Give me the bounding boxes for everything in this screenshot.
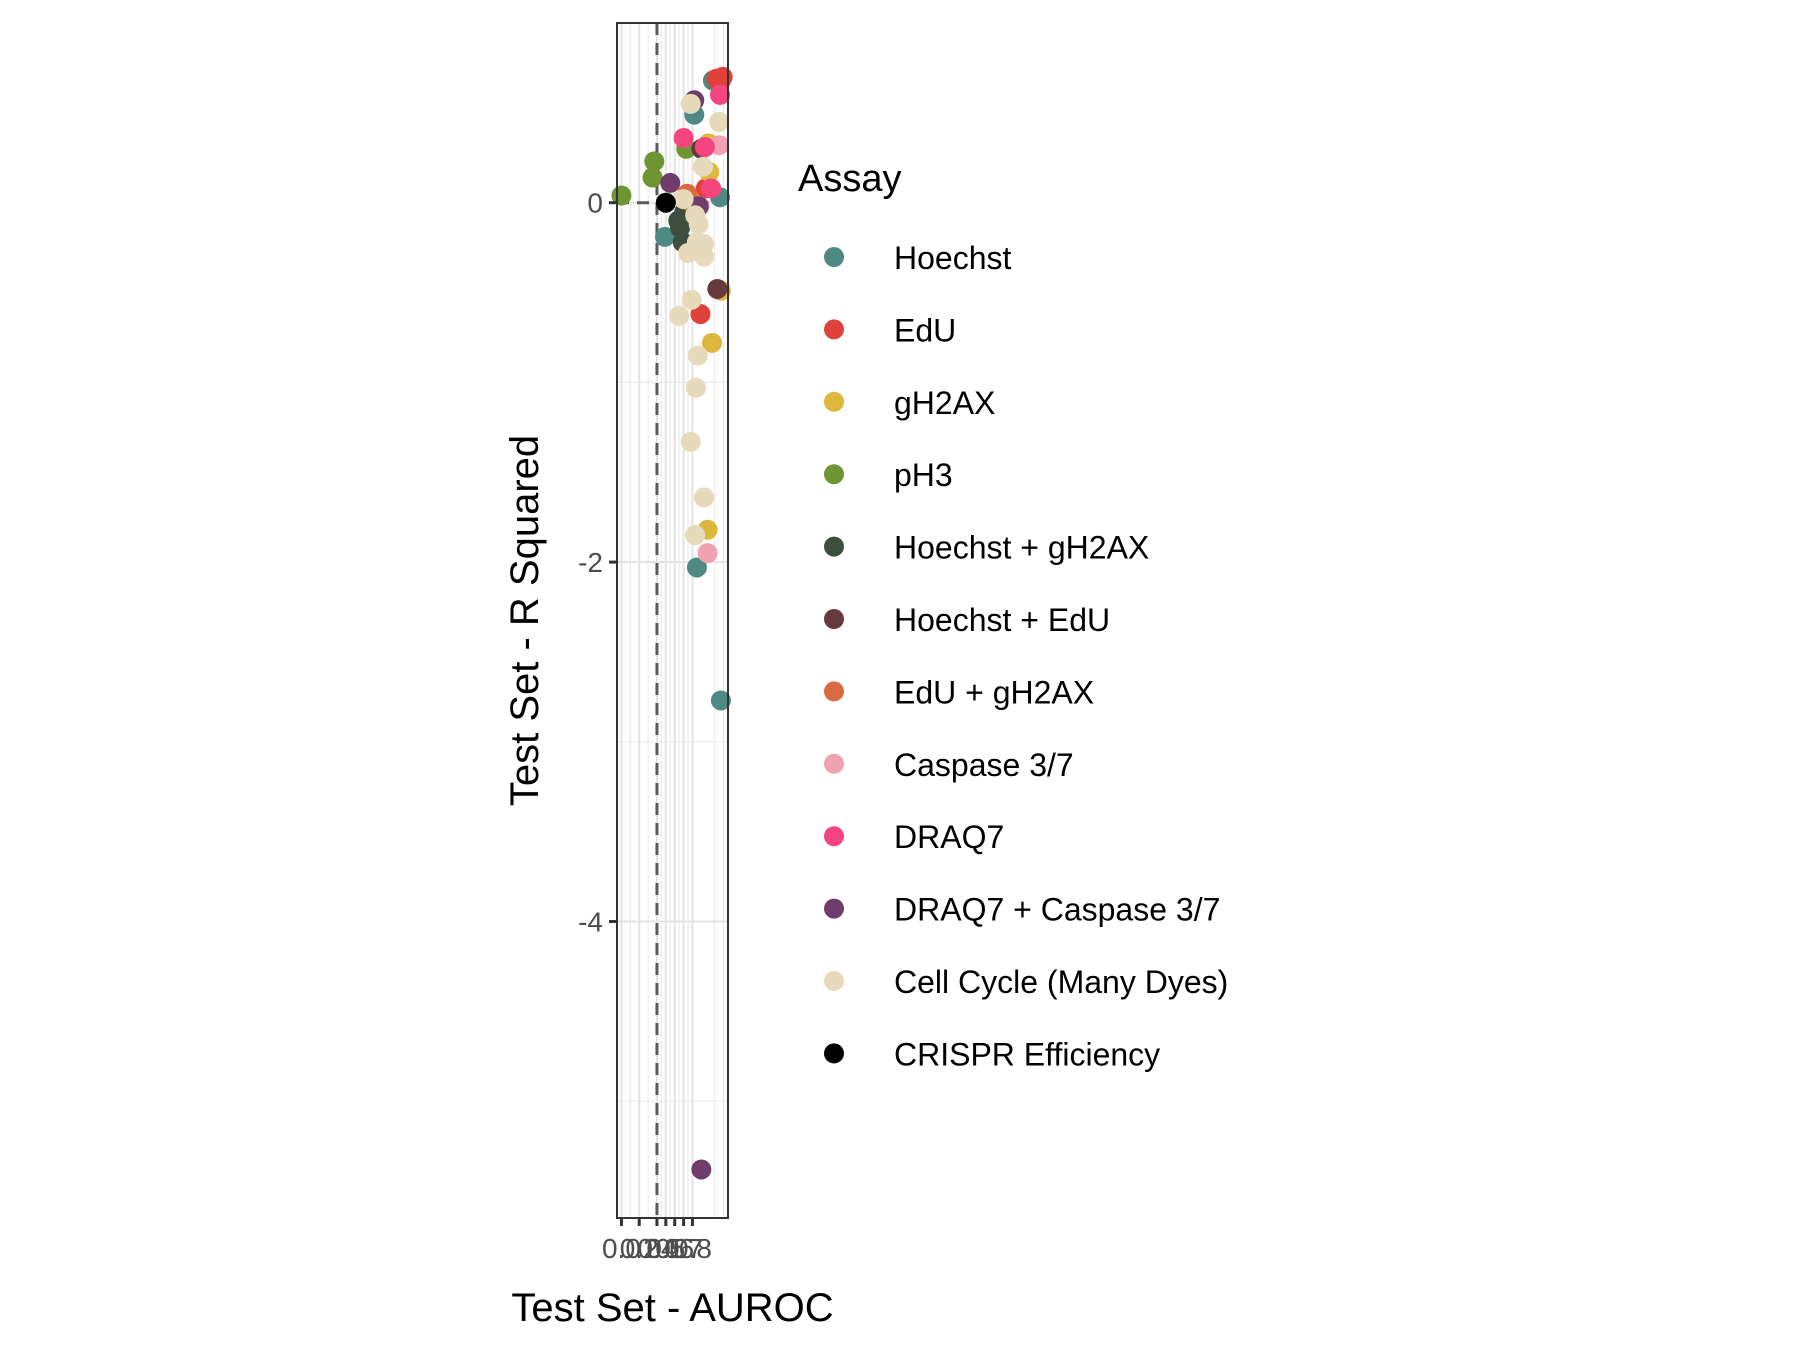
data-point bbox=[706, 68, 727, 89]
data-point bbox=[694, 246, 715, 267]
x-tick-label: 0.2 bbox=[620, 1233, 659, 1264]
data-point bbox=[681, 289, 702, 310]
y-tick-label: 0 bbox=[587, 188, 603, 219]
data-point bbox=[680, 93, 701, 114]
data-point bbox=[686, 377, 707, 398]
legend-item: Hoechst bbox=[824, 240, 1012, 276]
data-point bbox=[680, 431, 701, 452]
data-point bbox=[710, 84, 731, 105]
data-point bbox=[702, 332, 723, 353]
x-tick-label: 0.4 bbox=[637, 1233, 676, 1264]
x-axis-title: Test Set - AUROC bbox=[511, 1286, 833, 1330]
legend-label: DRAQ7 bbox=[894, 819, 1004, 855]
data-point bbox=[670, 217, 691, 238]
data-point bbox=[693, 156, 714, 177]
legend: Assay Hoechst EdU gH2AX pH3 Hoechst + gH2AX H… bbox=[798, 158, 1228, 1072]
legend-item: DRAQ7 + Caspase 3/7 bbox=[824, 892, 1220, 928]
data-points bbox=[611, 66, 733, 1180]
legend-item: DRAQ7 bbox=[824, 819, 1004, 855]
legend-label: Hoechst + EdU bbox=[894, 602, 1110, 638]
legend-key bbox=[824, 536, 844, 557]
legend-key bbox=[824, 971, 844, 991]
data-point bbox=[688, 214, 709, 235]
legend-label: EdU + gH2AX bbox=[894, 674, 1094, 710]
legend-label: Caspase 3/7 bbox=[894, 747, 1074, 783]
x-tick-label: 0.5 bbox=[646, 1233, 685, 1264]
data-point bbox=[660, 172, 681, 193]
data-point bbox=[669, 305, 690, 326]
legend-key bbox=[824, 681, 844, 702]
legend-label: gH2AX bbox=[894, 385, 995, 421]
legend-key bbox=[824, 391, 844, 412]
data-point bbox=[654, 226, 675, 247]
legend-label: Hoechst bbox=[894, 240, 1012, 276]
x-tick-label: 0.0 bbox=[602, 1233, 641, 1264]
data-point bbox=[707, 278, 728, 299]
data-point bbox=[644, 151, 665, 172]
legend-key bbox=[824, 753, 844, 774]
plot-panel-border bbox=[616, 22, 729, 1219]
data-point bbox=[690, 304, 711, 325]
data-point bbox=[709, 111, 730, 132]
legend-item: gH2AX bbox=[824, 385, 995, 421]
legend-item: EdU bbox=[824, 312, 956, 348]
legend-item: EdU + gH2AX bbox=[824, 674, 1094, 710]
legend-label: pH3 bbox=[894, 457, 953, 493]
data-point bbox=[655, 192, 676, 213]
data-point bbox=[685, 525, 706, 546]
x-tick-label: 0.8 bbox=[673, 1233, 712, 1264]
x-tick-label: 0.6 bbox=[655, 1233, 694, 1264]
legend-label: EdU bbox=[894, 312, 956, 348]
legend-title: Assay bbox=[798, 158, 901, 200]
data-point bbox=[691, 1159, 712, 1180]
legend-label: Cell Cycle (Many Dyes) bbox=[894, 964, 1228, 1000]
y-tick-label: -4 bbox=[578, 906, 603, 937]
legend-item: Hoechst + EdU bbox=[824, 602, 1110, 638]
data-point bbox=[710, 690, 731, 711]
legend-label: CRISPR Efficiency bbox=[894, 1036, 1160, 1072]
data-point bbox=[673, 128, 694, 149]
data-point bbox=[673, 189, 694, 210]
legend-label: DRAQ7 + Caspase 3/7 bbox=[894, 892, 1220, 928]
axes: 0.00.20.40.50.60.70.8 0 -2 -4 bbox=[578, 188, 712, 1264]
legend-item: Cell Cycle (Many Dyes) bbox=[824, 964, 1228, 1000]
legend-key bbox=[824, 319, 844, 340]
legend-key bbox=[824, 826, 844, 847]
legend-item: pH3 bbox=[824, 457, 953, 493]
data-point bbox=[701, 178, 722, 199]
legend-item: Hoechst + gH2AX bbox=[824, 530, 1149, 566]
data-point bbox=[686, 557, 707, 578]
legend-item: Caspase 3/7 bbox=[824, 747, 1074, 783]
data-point bbox=[642, 167, 663, 188]
legend-key bbox=[824, 898, 844, 919]
data-point bbox=[678, 243, 699, 264]
data-point bbox=[697, 543, 718, 564]
legend-key bbox=[824, 609, 844, 629]
data-point bbox=[694, 487, 715, 508]
data-point bbox=[687, 345, 708, 366]
y-tick-label: -2 bbox=[578, 547, 603, 578]
legend-key bbox=[824, 464, 844, 485]
legend-key bbox=[824, 1043, 844, 1064]
y-axis-title: Test Set - R Squared bbox=[503, 435, 547, 806]
legend-label: Hoechst + gH2AX bbox=[894, 530, 1149, 566]
legend-item: CRISPR Efficiency bbox=[824, 1036, 1160, 1072]
data-point bbox=[694, 136, 715, 157]
legend-key bbox=[824, 247, 844, 267]
x-tick-label: 0.7 bbox=[664, 1233, 703, 1264]
